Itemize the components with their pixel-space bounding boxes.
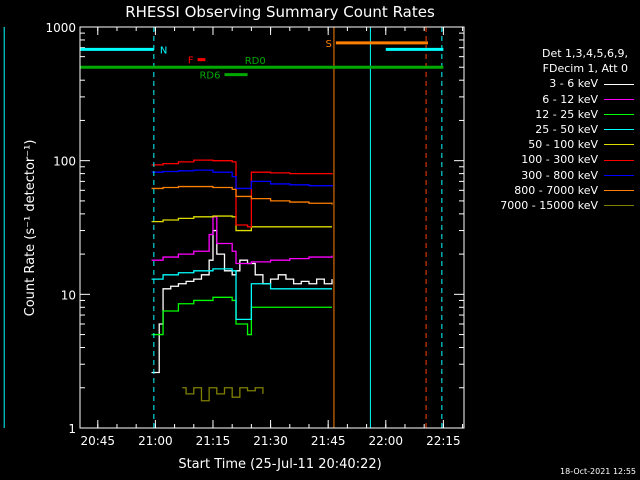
y-tick-label: 1 xyxy=(68,422,76,436)
chart-title: RHESSI Observing Summary Count Rates xyxy=(125,3,435,21)
legend-entry: 50 - 100 keV xyxy=(470,137,634,152)
legend-entry: 6 - 12 keV xyxy=(470,92,634,107)
legend-swatch xyxy=(604,98,634,100)
legend-entry: 25 - 50 keV xyxy=(470,122,634,137)
legend-label: 50 - 100 keV xyxy=(528,138,598,152)
generation-timestamp: 18-Oct-2021 12:55 xyxy=(560,467,636,476)
series-line-4 xyxy=(151,268,333,320)
x-tick-label: 21:45 xyxy=(311,434,346,448)
x-tick-label: 22:15 xyxy=(426,434,461,448)
legend-swatch xyxy=(604,144,634,146)
x-tick-label: 21:30 xyxy=(253,434,288,448)
x-tick-label: 20:45 xyxy=(80,434,115,448)
y-tick-label: 1000 xyxy=(45,21,76,35)
y-tick-label: 10 xyxy=(61,288,76,302)
series-line-2 xyxy=(151,216,333,265)
legend-header-line: Det 1,3,4,5,6,9, xyxy=(541,47,628,60)
legend-label: 25 - 50 keV xyxy=(535,123,598,137)
series-line-5 xyxy=(151,215,333,232)
x-tick-label: 21:00 xyxy=(138,434,173,448)
legend-entry: 12 - 25 keV xyxy=(470,107,634,122)
legend-label: 300 - 800 keV xyxy=(521,168,598,182)
flag-label-n: N xyxy=(160,45,167,56)
series-line-1 xyxy=(151,229,333,374)
y-axis-label: Count Rate (s⁻¹ detector⁻¹) xyxy=(23,140,38,317)
legend-swatch xyxy=(604,174,634,176)
legend-swatch xyxy=(604,113,634,115)
legend-label: 12 - 25 keV xyxy=(535,107,598,121)
legend-label: 7000 - 15000 keV xyxy=(500,199,598,213)
legend-entry: 300 - 800 keV xyxy=(470,168,634,183)
flag-label-f: F xyxy=(188,56,194,67)
x-tick-label: 21:15 xyxy=(196,434,231,448)
legend-header-line: FDecim 1, Att 0 xyxy=(542,62,628,76)
series-line-7 xyxy=(151,169,333,190)
legend-label: 6 - 12 keV xyxy=(542,92,598,106)
legend-swatch xyxy=(604,83,634,85)
flag-label-rd0: RD0 xyxy=(245,56,266,67)
legend-label: 3 - 6 keV xyxy=(549,77,598,91)
flag-label-rd6: RD6 xyxy=(199,71,220,82)
legend-label: 800 - 7000 keV xyxy=(514,183,598,197)
x-tick-label: 22:00 xyxy=(368,434,403,448)
legend-entry: 3 - 6 keV xyxy=(470,76,634,91)
legend-entry: 800 - 7000 keV xyxy=(470,183,634,198)
legend: Det 1,3,4,5,6,9, FDecim 1, Att 0 3 - 6 k… xyxy=(470,46,634,213)
legend-swatch xyxy=(604,205,634,207)
y-tick-label: 100 xyxy=(53,155,76,169)
legend-swatch xyxy=(604,159,634,161)
plot-frame xyxy=(79,26,465,429)
x-axis-label: Start Time (25-Jul-11 20:40:22) xyxy=(178,457,381,472)
series-line-3 xyxy=(151,296,333,336)
flag-label-s: S xyxy=(325,39,331,50)
series-line-8 xyxy=(151,185,333,205)
series-line-9 xyxy=(182,387,264,402)
legend-entry: 7000 - 15000 keV xyxy=(470,198,634,213)
legend-swatch xyxy=(604,129,634,131)
legend-label: 100 - 300 keV xyxy=(521,153,598,167)
legend-entry: 100 - 300 keV xyxy=(470,152,634,167)
series-line-6 xyxy=(151,159,333,228)
legend-swatch xyxy=(604,189,634,191)
